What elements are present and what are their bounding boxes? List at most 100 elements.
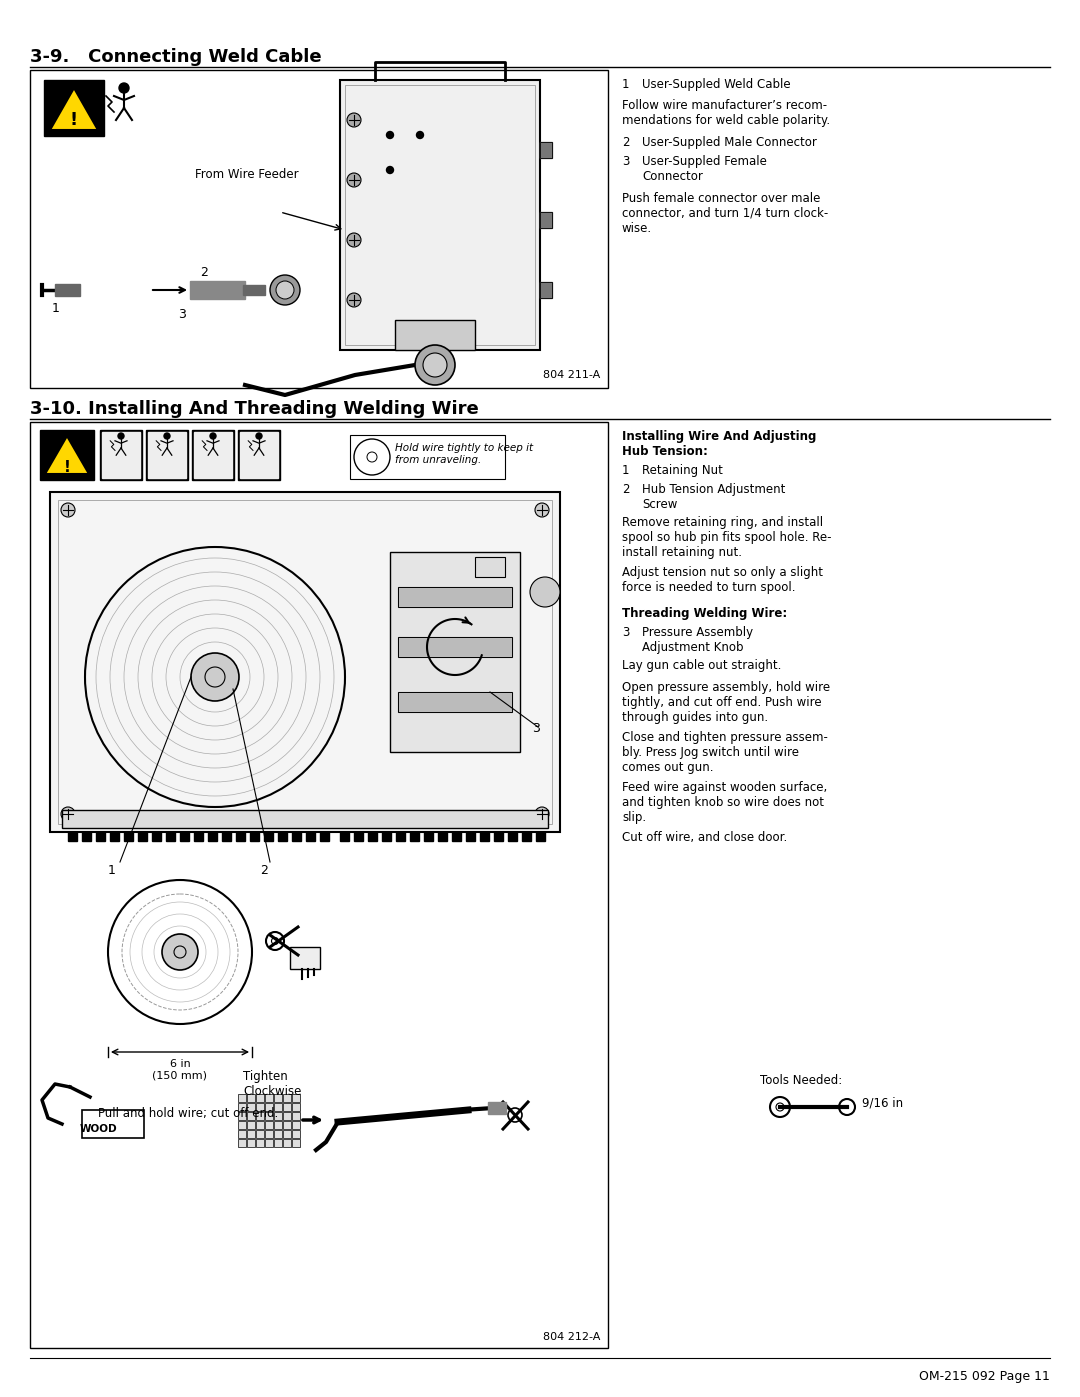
Bar bbox=[256, 1094, 264, 1102]
Bar bbox=[247, 1094, 255, 1102]
Bar bbox=[265, 1094, 273, 1102]
Bar bbox=[292, 833, 301, 841]
Bar bbox=[438, 833, 447, 841]
Text: Pressure Assembly
Adjustment Knob: Pressure Assembly Adjustment Knob bbox=[642, 626, 753, 654]
Text: Remove retaining ring, and install
spool so hub pin fits spool hole. Re-
install: Remove retaining ring, and install spool… bbox=[622, 515, 832, 559]
Bar bbox=[291, 947, 320, 970]
Text: 9/16 in: 9/16 in bbox=[862, 1097, 903, 1109]
Text: 1: 1 bbox=[622, 78, 630, 91]
Bar bbox=[283, 1104, 291, 1111]
Text: OM-215 092 Page 11: OM-215 092 Page 11 bbox=[919, 1370, 1050, 1383]
Bar bbox=[475, 557, 505, 577]
Bar bbox=[522, 833, 531, 841]
Bar bbox=[274, 1104, 282, 1111]
Bar bbox=[540, 212, 552, 228]
Bar bbox=[368, 833, 377, 841]
Bar bbox=[265, 1112, 273, 1120]
Bar bbox=[265, 1130, 273, 1139]
Circle shape bbox=[118, 433, 124, 439]
Bar bbox=[396, 833, 405, 841]
Bar bbox=[540, 142, 552, 158]
Polygon shape bbox=[45, 436, 89, 474]
Text: 2: 2 bbox=[260, 863, 268, 877]
Bar bbox=[256, 1112, 264, 1120]
Bar bbox=[354, 833, 363, 841]
Text: 804 211-A: 804 211-A bbox=[543, 370, 600, 380]
Text: Cut off wire, and close door.: Cut off wire, and close door. bbox=[622, 831, 787, 844]
Text: Threading Welding Wire:: Threading Welding Wire: bbox=[622, 608, 787, 620]
Bar bbox=[256, 1130, 264, 1139]
Bar bbox=[292, 1130, 300, 1139]
Bar bbox=[194, 432, 232, 478]
Circle shape bbox=[276, 281, 294, 299]
Bar bbox=[494, 833, 503, 841]
Text: Installing Wire And Adjusting
Hub Tension:: Installing Wire And Adjusting Hub Tensio… bbox=[622, 430, 816, 458]
Circle shape bbox=[60, 807, 75, 821]
Bar bbox=[44, 80, 104, 136]
Text: !: ! bbox=[70, 110, 78, 129]
Bar bbox=[399, 637, 512, 657]
Bar bbox=[283, 1139, 291, 1147]
Bar bbox=[306, 833, 315, 841]
Text: 3-9.   Connecting Weld Cable: 3-9. Connecting Weld Cable bbox=[30, 47, 322, 66]
Bar bbox=[82, 833, 91, 841]
Text: Push female connector over male
connector, and turn 1/4 turn clock-
wise.: Push female connector over male connecto… bbox=[622, 191, 828, 235]
Bar bbox=[222, 833, 231, 841]
Bar bbox=[237, 833, 245, 841]
Bar bbox=[399, 637, 512, 657]
Bar bbox=[264, 833, 273, 841]
Circle shape bbox=[508, 1108, 522, 1122]
Circle shape bbox=[530, 577, 561, 608]
Bar bbox=[274, 1120, 282, 1129]
Bar bbox=[274, 1094, 282, 1102]
Text: User-Suppled Male Connector: User-Suppled Male Connector bbox=[642, 136, 816, 149]
Text: 6 in
(150 mm): 6 in (150 mm) bbox=[152, 1059, 207, 1081]
Text: Hub Tension Adjustment
Screw: Hub Tension Adjustment Screw bbox=[642, 483, 785, 511]
Circle shape bbox=[266, 932, 284, 950]
Bar bbox=[40, 430, 94, 481]
Text: Tighten
Clockwise: Tighten Clockwise bbox=[243, 1070, 301, 1098]
Bar bbox=[50, 492, 561, 833]
Bar bbox=[247, 1139, 255, 1147]
Circle shape bbox=[423, 353, 447, 377]
Bar bbox=[265, 1139, 273, 1147]
Text: Close and tighten pressure assem-
bly. Press Jog switch until wire
comes out gun: Close and tighten pressure assem- bly. P… bbox=[622, 731, 828, 774]
Bar bbox=[410, 833, 419, 841]
Circle shape bbox=[256, 433, 262, 439]
Bar bbox=[208, 833, 217, 841]
Circle shape bbox=[347, 233, 361, 247]
Bar bbox=[256, 1104, 264, 1111]
Bar bbox=[243, 285, 265, 295]
Text: 3: 3 bbox=[532, 722, 540, 735]
Text: Tools Needed:: Tools Needed: bbox=[760, 1074, 842, 1087]
Circle shape bbox=[415, 345, 455, 386]
Text: 3-10. Installing And Threading Welding Wire: 3-10. Installing And Threading Welding W… bbox=[30, 400, 478, 418]
Text: 1: 1 bbox=[108, 863, 116, 877]
Bar bbox=[274, 1130, 282, 1139]
Bar bbox=[508, 833, 517, 841]
Bar bbox=[350, 434, 505, 479]
Circle shape bbox=[347, 293, 361, 307]
Text: Hold wire tightly to keep it
from unraveling.: Hold wire tightly to keep it from unrave… bbox=[395, 443, 534, 465]
Bar bbox=[146, 430, 188, 481]
Bar bbox=[166, 833, 175, 841]
Bar bbox=[247, 1104, 255, 1111]
Text: Feed wire against wooden surface,
and tighten knob so wire does not
slip.: Feed wire against wooden surface, and ti… bbox=[622, 781, 827, 824]
Bar bbox=[399, 587, 512, 608]
Circle shape bbox=[417, 131, 423, 138]
Bar bbox=[238, 1139, 246, 1147]
Bar bbox=[453, 833, 461, 841]
Bar bbox=[238, 1112, 246, 1120]
Bar bbox=[283, 1130, 291, 1139]
Bar bbox=[247, 1120, 255, 1129]
Bar bbox=[238, 1120, 246, 1129]
Bar bbox=[292, 1120, 300, 1129]
Bar bbox=[540, 212, 552, 228]
Bar bbox=[274, 1139, 282, 1147]
Bar bbox=[283, 1094, 291, 1102]
Bar bbox=[240, 432, 278, 478]
Bar bbox=[424, 833, 433, 841]
Bar bbox=[238, 1130, 246, 1139]
Bar bbox=[480, 833, 489, 841]
Bar bbox=[102, 432, 140, 478]
